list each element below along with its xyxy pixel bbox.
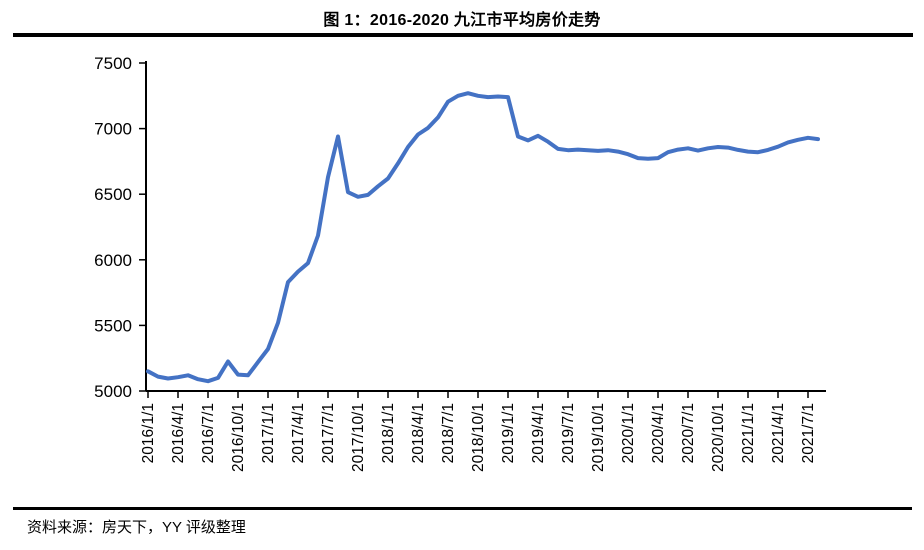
x-tick-label: 2020/10/1 [710,403,727,472]
x-tick-label: 2017/7/1 [320,403,337,463]
x-tick-label: 2021/7/1 [800,403,817,463]
x-tick-label: 2021/1/1 [740,403,757,463]
x-tick-label: 2019/4/1 [530,403,547,463]
y-tick-label: 5000 [94,382,132,401]
x-tick-label: 2017/4/1 [290,403,307,463]
y-tick-label: 6500 [94,185,132,204]
x-tick-label: 2017/10/1 [350,403,367,472]
bottom-divider [13,507,912,510]
x-tick-label: 2020/4/1 [650,403,667,463]
x-tick-label: 2020/1/1 [620,403,637,463]
x-tick-label: 2018/4/1 [410,403,427,463]
top-divider [13,33,913,37]
x-tick-label: 2021/4/1 [770,403,787,463]
x-tick-label: 2018/1/1 [380,403,397,463]
x-tick-label: 2016/7/1 [200,403,217,463]
x-tick-label: 2016/10/1 [230,403,247,472]
y-tick-label: 5500 [94,316,132,335]
x-tick-label: 2016/1/1 [140,403,157,463]
x-tick-label: 2019/1/1 [500,403,517,463]
x-tick-label: 2017/1/1 [260,403,277,463]
source-note: 资料来源：房天下，YY 评级整理 [27,519,246,536]
x-tick-label: 2018/10/1 [470,403,487,472]
y-tick-label: 7000 [94,120,132,139]
x-tick-label: 2020/7/1 [680,403,697,463]
x-tick-label: 2016/4/1 [170,403,187,463]
price-series-line [146,91,820,384]
y-tick-label: 7500 [94,54,132,73]
y-tick-label: 6000 [94,251,132,270]
x-tick-label: 2018/7/1 [440,403,457,463]
figure-title: 图 1：2016-2020 九江市平均房价走势 [323,12,601,29]
x-tick-label: 2019/10/1 [590,403,607,472]
x-tick-label: 2019/7/1 [560,403,577,463]
